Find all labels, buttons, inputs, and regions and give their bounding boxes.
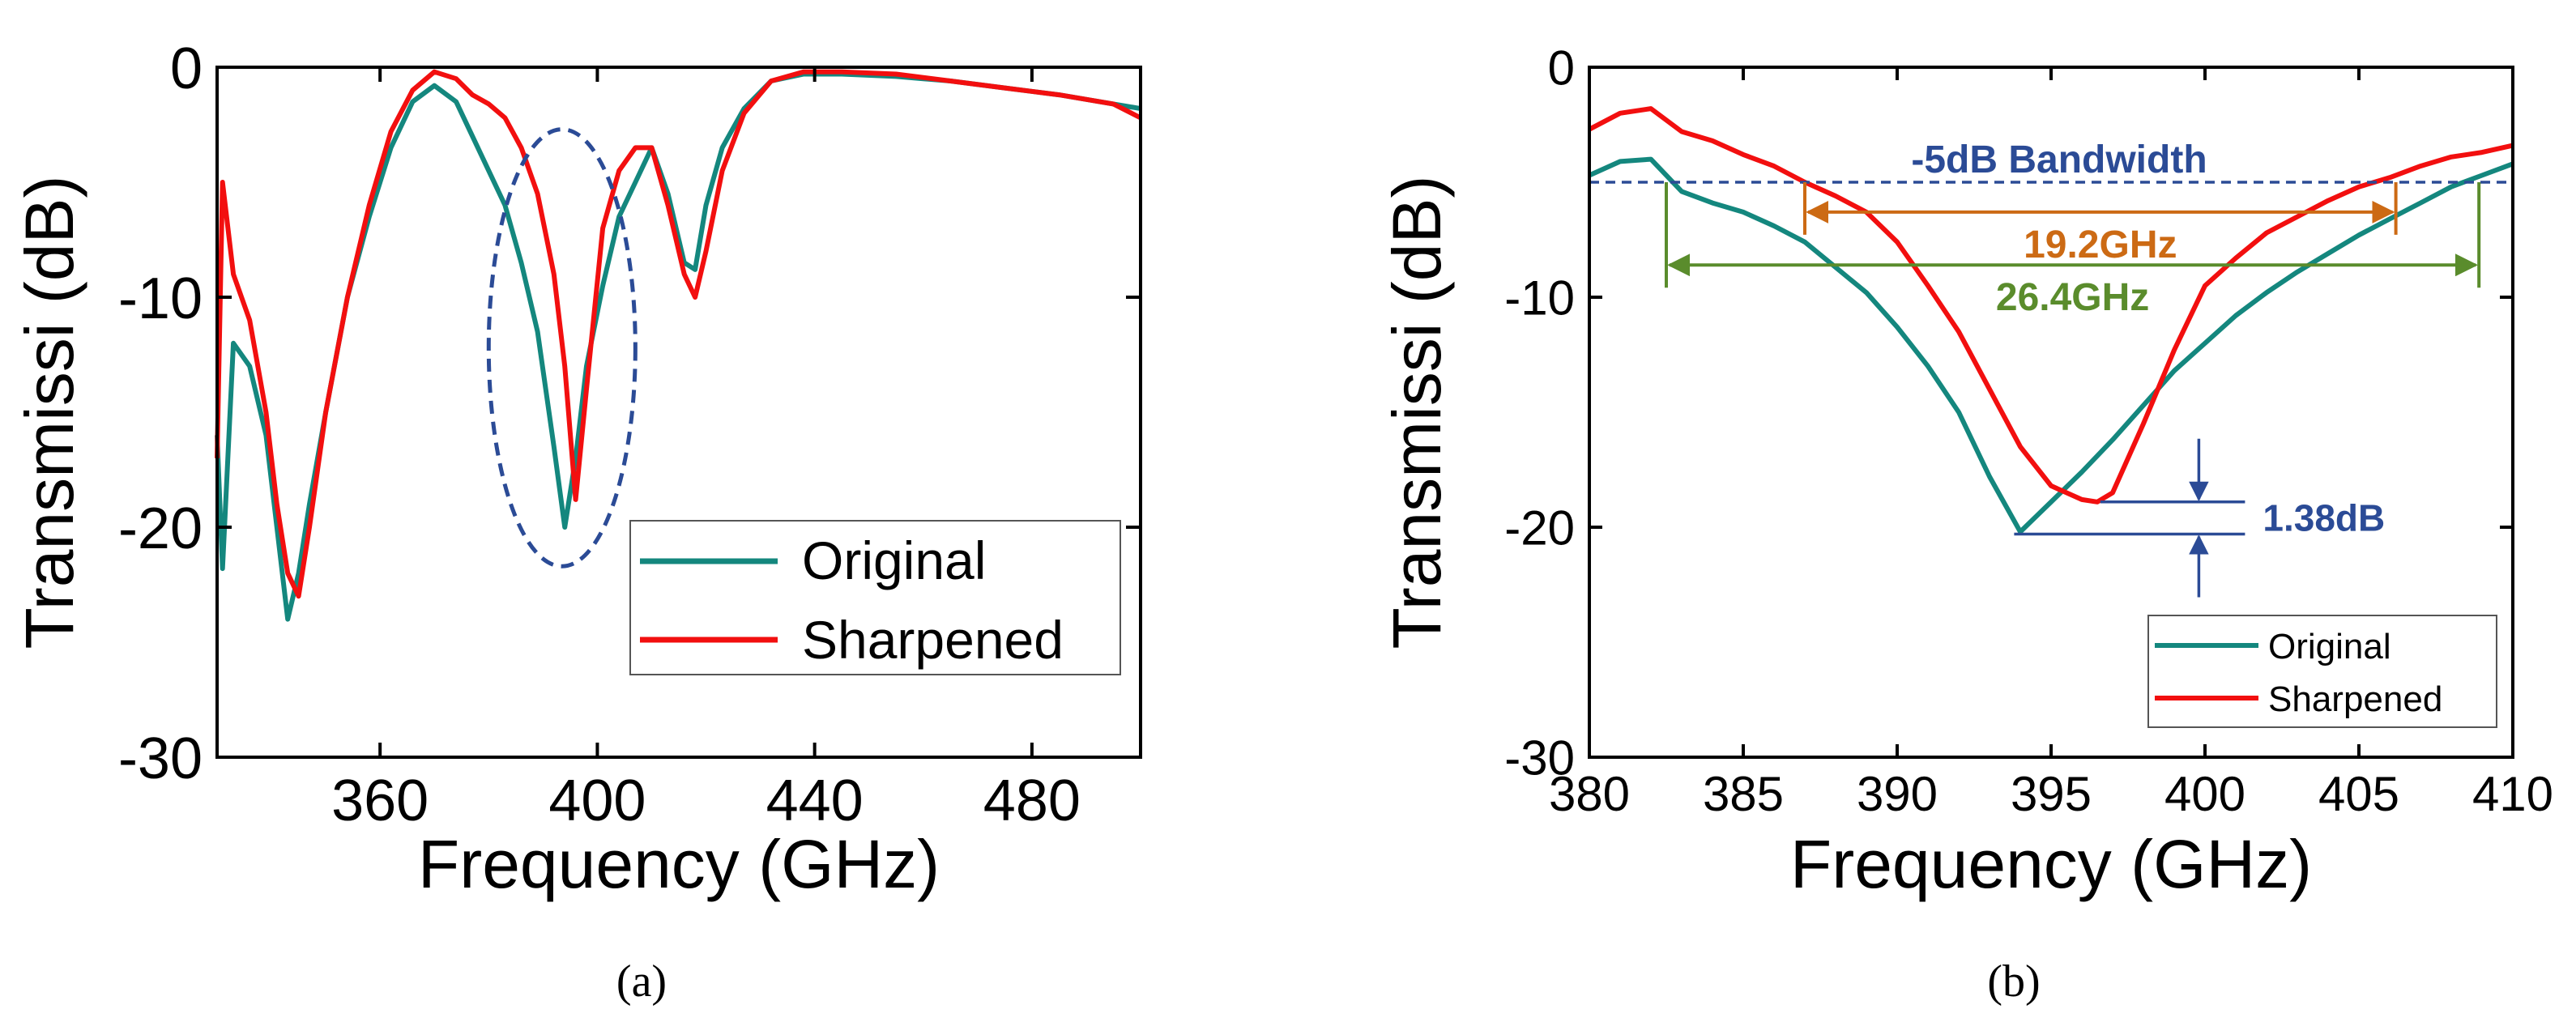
- y-tick-label-b: -10: [1504, 271, 1575, 326]
- legend-b: Original Sharpened: [2147, 615, 2497, 728]
- x-tick-label-a: 400: [548, 769, 646, 833]
- axis-ticks-b: 380 385 390 395 400 405 410 0 -10 -20 -30: [1504, 41, 2553, 821]
- bandwidth-label-sharpened: 19.2GHz: [2024, 224, 2177, 266]
- series-line-original-b: [1588, 156, 2514, 534]
- x-tick-label-b: 395: [2011, 767, 2092, 821]
- series-line-sharpened-b: [1588, 106, 2514, 505]
- plot-area-b: [1588, 106, 2514, 534]
- x-tick-label-a: 440: [766, 769, 864, 833]
- legend-label-original-b: Original: [2268, 627, 2391, 666]
- legend-box-a: [629, 520, 1121, 675]
- x-tick-label-b: 385: [1703, 767, 1784, 821]
- x-tick-label-b: 390: [1857, 767, 1938, 821]
- legend-label-original-a: Original: [802, 530, 986, 590]
- x-tick-label-b: 410: [2472, 767, 2553, 821]
- series-line-sharpened-a: [215, 69, 1142, 599]
- bandwidth-threshold-label: -5dB Bandwidth: [1911, 138, 2207, 181]
- y-tick-label-b: 0: [1548, 41, 1575, 96]
- x-axis-label-b: Frequency (GHz): [1790, 826, 2312, 902]
- y-tick-label-a: -30: [118, 726, 203, 791]
- y-axis-label-b: Transmissi (dB): [1379, 176, 1455, 649]
- bandwidth-label-original: 26.4GHz: [1996, 276, 2149, 319]
- chart-panel-b: -5dB Bandwidth 19.2GHz 26.4GHz 1.38dB 38…: [1379, 41, 2553, 1007]
- plot-frame-a: [215, 66, 1142, 759]
- legend-label-sharpened-b: Sharpened: [2268, 679, 2442, 719]
- annotations-b: -5dB Bandwidth 19.2GHz 26.4GHz 1.38dB: [1589, 138, 2513, 598]
- x-tick-label-a: 480: [983, 769, 1081, 833]
- difference-label: 1.38dB: [2263, 497, 2385, 539]
- y-tick-label-a: -20: [118, 496, 203, 561]
- highlight-ellipse: [486, 127, 638, 568]
- legend-box-b: [2147, 615, 2497, 728]
- panel-label-b: (b): [1987, 956, 2040, 1007]
- legend-a: Original Sharpened: [629, 520, 1121, 675]
- panel-label-a: (a): [616, 956, 667, 1007]
- y-axis-label-a: Transmissi (dB): [11, 176, 87, 649]
- y-tick-label-a: -10: [118, 266, 203, 331]
- x-tick-label-b: 380: [1549, 767, 1630, 821]
- x-axis-label-a: Frequency (GHz): [418, 826, 940, 902]
- chart-panel-a: 360 400 440 480 0 -10 -20 -30 Original Sharpene…: [11, 36, 1142, 1007]
- y-tick-label-b: -30: [1504, 731, 1575, 786]
- x-tick-label-b: 405: [2318, 767, 2399, 821]
- plot-area-a: [215, 69, 1142, 622]
- axis-ticks-a: 360 400 440 480 0 -10 -20 -30: [118, 36, 1141, 833]
- x-tick-label-b: 400: [2164, 767, 2245, 821]
- y-tick-label-a: 0: [170, 36, 203, 101]
- y-tick-label-b: -20: [1504, 501, 1575, 556]
- legend-label-sharpened-a: Sharpened: [802, 610, 1064, 670]
- x-tick-label-a: 360: [331, 769, 429, 833]
